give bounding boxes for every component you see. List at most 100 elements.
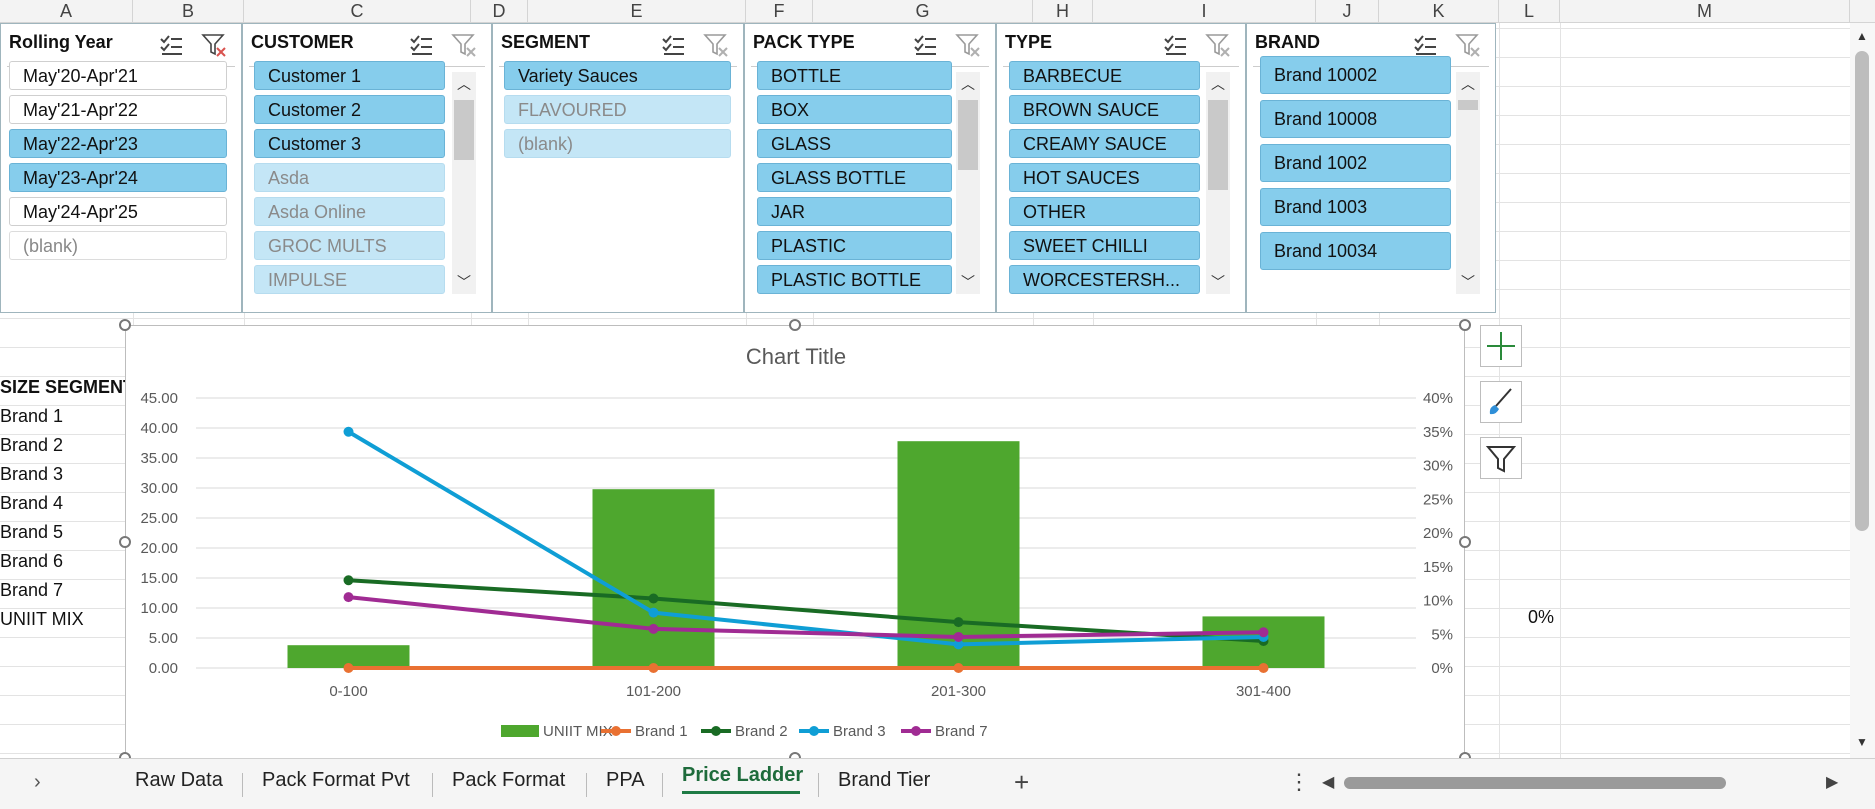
resize-handle[interactable] (1459, 319, 1471, 331)
multi-select-icon[interactable] (660, 32, 686, 58)
add-sheet-icon[interactable]: + (1014, 767, 1030, 797)
price-ladder-chart[interactable]: Chart Title 0.00 5.00 10.00 15.00 20.00 25.00 3… (125, 325, 1465, 760)
series-point[interactable] (648, 663, 659, 673)
slicer-item[interactable]: Customer 1 (254, 61, 445, 90)
legend-label[interactable]: Brand 3 (833, 723, 886, 740)
slicer-item[interactable]: PLASTIC BOTTLE (757, 265, 952, 294)
slicer-scrollbar[interactable]: ︿ ﹀ (1456, 72, 1480, 294)
slicer-customer[interactable]: CUSTOMER Customer 1 Customer 2 Customer 3 As… (242, 23, 492, 313)
slicer-scrollbar[interactable]: ︿ ﹀ (956, 72, 980, 294)
slicer-scrollbar[interactable]: ︿ ﹀ (452, 72, 476, 294)
slicer-item[interactable]: Asda (254, 163, 445, 192)
slicer-type[interactable]: TYPE BARBECUE BROWN SAUCE CREAMY SAUCE HOT S… (996, 23, 1246, 313)
multi-select-icon[interactable] (408, 32, 434, 58)
horizontal-scrollbar[interactable] (1344, 777, 1726, 789)
slicer-item[interactable]: Brand 1003 (1260, 188, 1451, 226)
column-header-b[interactable]: B (133, 0, 244, 22)
series-point[interactable] (648, 593, 659, 604)
slicer-scroll-thumb[interactable] (958, 100, 978, 170)
slicer-item[interactable]: May'24-Apr'25 (9, 197, 227, 226)
tab-pack-format[interactable]: Pack Format (452, 769, 566, 791)
slicer-scroll-thumb[interactable] (1458, 100, 1478, 110)
series-line-brand-3[interactable] (347, 430, 1264, 647)
chart-elements-button[interactable] (1480, 325, 1522, 367)
chart-title[interactable]: Chart Title (746, 344, 846, 369)
slicer-segment[interactable]: SEGMENT Variety Sauces FLAVOURED (blank) (492, 23, 744, 313)
clear-filter-icon[interactable] (955, 32, 981, 58)
slicer-item[interactable]: FLAVOURED (504, 95, 731, 124)
slicer-item[interactable]: GLASS (757, 129, 952, 158)
row-label-cell[interactable]: Brand 5 (0, 522, 64, 542)
series-point[interactable] (953, 617, 964, 628)
resize-handle[interactable] (119, 536, 131, 548)
series-point[interactable] (1258, 627, 1269, 638)
series-line-brand-2[interactable] (348, 578, 1264, 643)
resize-handle[interactable] (789, 319, 801, 331)
series-line-brand-7[interactable] (348, 595, 1264, 639)
legend-label[interactable]: Brand 7 (935, 723, 988, 740)
clear-filter-icon[interactable] (201, 32, 227, 58)
slicer-item[interactable]: GROC MULTS (254, 231, 445, 260)
slicer-item[interactable]: May'20-Apr'21 (9, 61, 227, 90)
scroll-up-icon[interactable]: ▲ (1856, 29, 1868, 43)
column-header-a[interactable]: A (0, 0, 133, 22)
tab-ppa[interactable]: PPA (606, 769, 645, 791)
series-point[interactable] (1258, 663, 1269, 673)
slicer-scroll-thumb[interactable] (454, 100, 474, 160)
slicer-item[interactable]: Customer 2 (254, 95, 445, 124)
slicer-item[interactable]: HOT SAUCES (1009, 163, 1200, 192)
slicer-item[interactable]: (blank) (9, 231, 227, 260)
chevron-down-icon[interactable]: ﹀ (457, 274, 471, 290)
slicer-item[interactable]: BOX (757, 95, 952, 124)
series-point[interactable] (953, 639, 964, 650)
column-header-h[interactable]: H (1033, 0, 1093, 22)
resize-handle[interactable] (119, 319, 131, 331)
series-point[interactable] (953, 631, 964, 642)
slicer-scrollbar[interactable]: ︿ ﹀ (1206, 72, 1230, 294)
slicer-item[interactable]: May'21-Apr'22 (9, 95, 227, 124)
column-header-i[interactable]: I (1093, 0, 1316, 22)
multi-select-icon[interactable] (158, 32, 184, 58)
column-header-g[interactable]: G (813, 0, 1033, 22)
tab-pack-format-pvt[interactable]: Pack Format Pvt (262, 769, 410, 791)
series-point[interactable] (343, 575, 354, 586)
series-point[interactable] (343, 592, 354, 603)
slicer-item[interactable]: SWEET CHILLI (1009, 231, 1200, 260)
tab-raw-data[interactable]: Raw Data (135, 769, 223, 791)
bar-uniit-mix[interactable] (897, 441, 1020, 668)
slicer-item[interactable]: BROWN SAUCE (1009, 95, 1200, 124)
chart-filters-button[interactable] (1480, 437, 1522, 479)
clear-filter-icon[interactable] (703, 32, 729, 58)
series-point[interactable] (648, 623, 659, 634)
slicer-item[interactable]: JAR (757, 197, 952, 226)
slicer-scroll-thumb[interactable] (1208, 100, 1228, 190)
slicer-brand[interactable]: BRAND Brand 10002 Brand 10008 Brand 1002 Bra… (1246, 23, 1496, 313)
row-label-cell[interactable]: Brand 4 (0, 493, 64, 513)
series-point[interactable] (953, 663, 964, 673)
chart-styles-button[interactable] (1480, 381, 1522, 423)
slicer-item[interactable]: Asda Online (254, 197, 445, 226)
bar-uniit-mix[interactable] (287, 645, 410, 668)
column-header-e[interactable]: E (528, 0, 746, 22)
legend-label[interactable]: Brand 1 (635, 723, 688, 740)
chevron-up-icon[interactable]: ︿ (457, 76, 471, 92)
scroll-down-icon[interactable]: ▼ (1856, 735, 1868, 749)
slicer-item[interactable]: Brand 10008 (1260, 100, 1451, 138)
column-header-m[interactable]: M (1560, 0, 1850, 22)
percent-cell[interactable]: 0% (1528, 607, 1555, 627)
column-header-l[interactable]: L (1499, 0, 1560, 22)
row-label-cell[interactable]: Brand 7 (0, 580, 64, 600)
scroll-thumb[interactable] (1855, 51, 1869, 531)
clear-filter-icon[interactable] (1205, 32, 1231, 58)
clear-filter-icon[interactable] (1455, 32, 1481, 58)
slicer-item[interactable]: OTHER (1009, 197, 1200, 226)
scroll-right-icon[interactable]: ▶ (1826, 774, 1839, 791)
chevron-down-icon[interactable]: ﹀ (1461, 274, 1475, 290)
slicer-item[interactable]: Customer 3 (254, 129, 445, 158)
chevron-up-icon[interactable]: ︿ (961, 76, 975, 92)
bar-uniit-mix[interactable] (592, 489, 715, 668)
multi-select-icon[interactable] (912, 32, 938, 58)
chevron-down-icon[interactable]: ﹀ (1211, 274, 1225, 290)
tab-price-ladder[interactable]: Price Ladder (682, 764, 804, 786)
slicer-item[interactable]: (blank) (504, 129, 731, 158)
